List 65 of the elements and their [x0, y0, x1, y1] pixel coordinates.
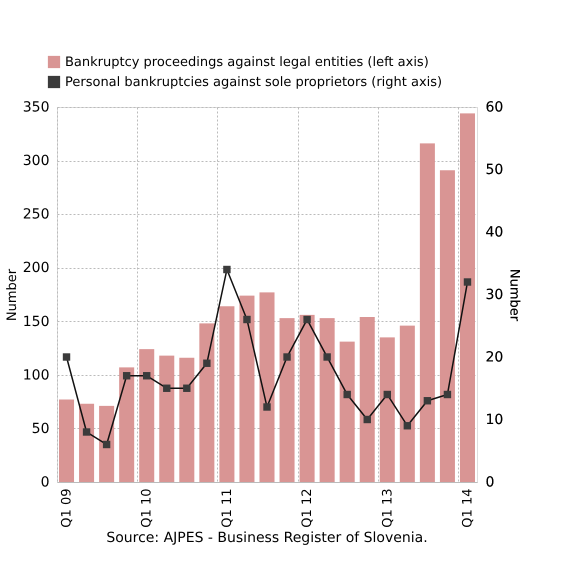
- bar: [159, 356, 174, 482]
- point: [243, 316, 251, 324]
- point: [364, 416, 371, 424]
- point: [143, 372, 150, 380]
- source-note: Source: AJPES - Business Register of Slovenia.: [106, 530, 428, 546]
- bar: [340, 342, 355, 482]
- y-tick-label: 250: [22, 206, 50, 223]
- bar: [320, 318, 335, 482]
- y2-tick-label: 50: [486, 162, 504, 178]
- bar: [139, 349, 154, 482]
- y-tick-label: 200: [22, 260, 50, 276]
- y-tick-label: 0: [40, 474, 50, 490]
- x-tick-label: Q1 14: [460, 488, 476, 528]
- y-tick-label: 300: [22, 153, 50, 170]
- point: [183, 384, 191, 392]
- bar: [239, 296, 254, 482]
- bar: [259, 292, 275, 482]
- y2-tick-label: 10: [486, 412, 504, 428]
- y-tick-label: 150: [22, 314, 50, 330]
- y-tick-label: 350: [22, 100, 50, 116]
- bar: [300, 314, 315, 482]
- point: [163, 384, 170, 392]
- x-tick-label: Q1 09: [60, 488, 75, 528]
- bar: [119, 367, 134, 482]
- y2-tick-label: 60: [486, 100, 504, 116]
- point: [384, 390, 391, 398]
- bar: [79, 404, 94, 482]
- bar: [179, 358, 194, 482]
- y2-axis-title: Number: [506, 268, 522, 322]
- point: [444, 390, 452, 398]
- bar: [59, 400, 74, 482]
- point: [303, 316, 311, 324]
- bar: [199, 323, 214, 482]
- bar: [360, 317, 375, 482]
- bar: [99, 406, 114, 482]
- point: [404, 422, 412, 430]
- y2-tick-label: 30: [486, 287, 504, 303]
- y2-tick-label: 40: [486, 224, 504, 240]
- y-tick-label: 50: [32, 420, 50, 437]
- legend-label: Bankruptcy proceedings against legal entities (left axis): [65, 55, 429, 70]
- point: [424, 397, 432, 404]
- point: [102, 440, 110, 448]
- bar: [280, 318, 295, 482]
- x-tick-label: Q1 11: [220, 488, 235, 528]
- point: [323, 353, 331, 361]
- x-tick-label: Q1 10: [140, 488, 155, 528]
- bar: [400, 326, 415, 482]
- bar: [219, 306, 234, 482]
- x-tick-label: Q1 12: [300, 488, 316, 528]
- y-tick-label: 100: [22, 367, 50, 384]
- legend-label: Personal bankruptcies against sole proprietors (right axis): [65, 75, 442, 90]
- y-axis-title: Number: [4, 268, 20, 322]
- point: [223, 266, 231, 274]
- y2-tick-label: 20: [486, 350, 504, 366]
- bar: [380, 337, 395, 482]
- bar: [460, 113, 475, 482]
- point: [343, 390, 351, 398]
- bar: [440, 170, 455, 482]
- point: [203, 360, 211, 367]
- point: [82, 428, 90, 436]
- bar: [420, 143, 435, 482]
- point: [283, 353, 291, 361]
- y2-tick-label: 0: [486, 474, 494, 490]
- x-tick-label: Q1 13: [380, 488, 396, 528]
- point: [122, 372, 130, 380]
